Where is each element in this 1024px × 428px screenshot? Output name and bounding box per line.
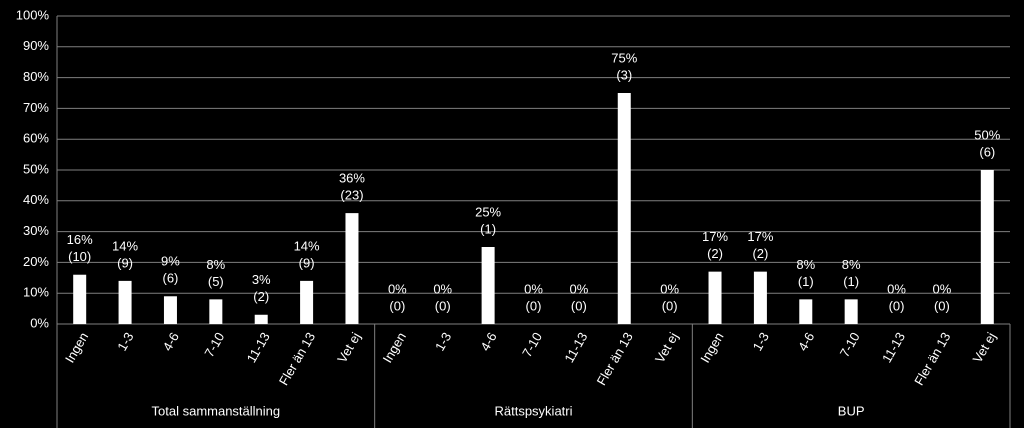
x-tick-label: Ingen: [62, 330, 91, 366]
x-tick-label: 4-6: [795, 330, 817, 354]
count-label: (0): [662, 298, 678, 313]
bar: [163, 296, 177, 324]
count-label: (9): [117, 255, 133, 270]
value-label: 0%: [569, 281, 588, 296]
x-tick-label: 1-3: [432, 330, 454, 354]
count-label: (1): [798, 274, 814, 289]
x-tick-label: Vet ej: [652, 330, 681, 366]
y-tick-label: 50%: [23, 161, 49, 176]
count-label: (6): [163, 271, 179, 286]
y-tick-label: 40%: [23, 192, 49, 207]
value-label: 0%: [660, 281, 679, 296]
value-label: 75%: [611, 50, 637, 65]
count-label: (0): [389, 298, 405, 313]
value-label: 3%: [252, 272, 271, 287]
x-tick-label: 7-10: [837, 330, 863, 360]
count-label: (0): [526, 298, 542, 313]
x-tick-label: 7-10: [519, 330, 545, 360]
count-label: (2): [752, 246, 768, 261]
value-label: 0%: [887, 281, 906, 296]
y-tick-label: 60%: [23, 131, 49, 146]
bar: [118, 280, 132, 324]
y-tick-label: 70%: [23, 100, 49, 115]
count-label: (2): [707, 246, 723, 261]
bar: [73, 274, 87, 324]
count-label: (0): [889, 298, 905, 313]
x-tick-label: Fler än 13: [594, 330, 636, 388]
bar: [481, 247, 495, 324]
bar: [617, 93, 631, 324]
bar: [708, 271, 722, 324]
group-label: BUP: [838, 403, 865, 418]
x-tick-label: 4-6: [160, 330, 182, 354]
bar: [254, 314, 268, 324]
bar: [799, 299, 813, 324]
value-label: 0%: [388, 281, 407, 296]
value-label: 14%: [112, 238, 138, 253]
x-tick-label: 1-3: [750, 330, 772, 354]
value-label: 14%: [294, 238, 320, 253]
bar: [300, 280, 314, 324]
y-tick-label: 100%: [16, 7, 50, 22]
value-label: 0%: [933, 281, 952, 296]
x-tick-label: 4-6: [477, 330, 499, 354]
count-label: (10): [68, 249, 91, 264]
value-label: 17%: [702, 229, 728, 244]
count-label: (0): [435, 298, 451, 313]
y-tick-label: 90%: [23, 38, 49, 53]
count-label: (1): [843, 274, 859, 289]
bar: [209, 299, 223, 324]
y-tick-label: 20%: [23, 254, 49, 269]
y-tick-label: 10%: [23, 285, 49, 300]
group-label: Rättspsykiatri: [494, 403, 572, 418]
x-tick-label: 11-13: [879, 330, 908, 365]
value-label: 8%: [206, 257, 225, 272]
x-tick-label: Vet ej: [334, 330, 363, 366]
x-tick-label: Ingen: [380, 330, 409, 366]
count-label: (3): [616, 67, 632, 82]
count-label: (0): [934, 298, 950, 313]
count-label: (23): [340, 188, 363, 203]
value-label: 17%: [747, 229, 773, 244]
count-label: (5): [208, 274, 224, 289]
bar: [980, 170, 994, 324]
count-label: (2): [253, 289, 269, 304]
count-label: (9): [299, 255, 315, 270]
y-tick-label: 30%: [23, 223, 49, 238]
value-label: 25%: [475, 204, 501, 219]
x-tick-label: Ingen: [697, 330, 726, 366]
x-tick-label: Fler än 13: [276, 330, 318, 388]
count-label: (1): [480, 221, 496, 236]
value-label: 36%: [339, 171, 365, 186]
value-label: 50%: [974, 127, 1000, 142]
value-label: 9%: [161, 254, 180, 269]
value-label: 8%: [842, 257, 861, 272]
bar: [844, 299, 858, 324]
x-tick-label: 11-13: [561, 330, 590, 365]
y-tick-label: 0%: [30, 315, 49, 330]
count-label: (0): [571, 298, 587, 313]
value-label: 0%: [433, 281, 452, 296]
value-label: 0%: [524, 281, 543, 296]
value-label: 16%: [67, 232, 93, 247]
x-tick-label: Vet ej: [970, 330, 999, 366]
x-tick-label: 11-13: [244, 330, 273, 365]
value-label: 8%: [796, 257, 815, 272]
x-tick-label: 7-10: [201, 330, 227, 360]
bar: [345, 213, 359, 324]
bar: [753, 271, 767, 324]
x-tick-label: 1-3: [114, 330, 136, 354]
x-tick-label: Fler än 13: [911, 330, 953, 388]
y-tick-label: 80%: [23, 69, 49, 84]
group-label: Total sammanställning: [152, 403, 281, 418]
count-label: (6): [979, 144, 995, 159]
